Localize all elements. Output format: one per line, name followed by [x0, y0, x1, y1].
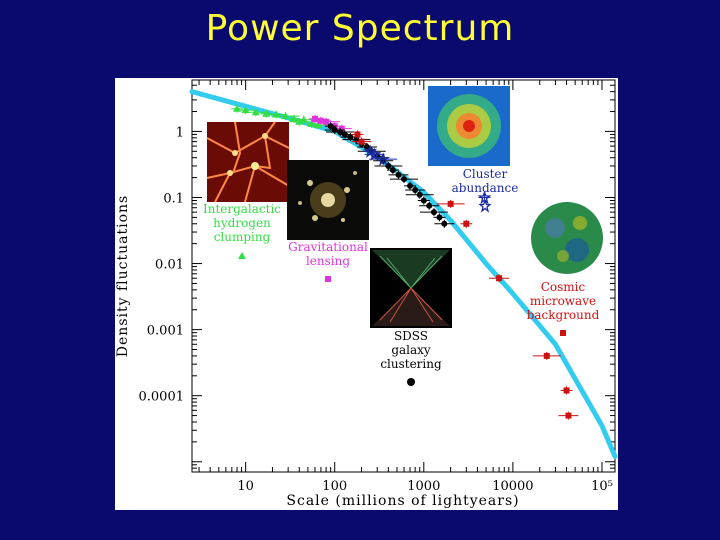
y-axis-title: Density fluctuations	[115, 195, 131, 357]
lensing-point	[338, 125, 345, 132]
lyman-point	[299, 115, 308, 123]
series-cmb	[351, 130, 579, 420]
annotation-layer: Intergalactic hydrogen clumpingGravitation…	[203, 167, 600, 386]
lyman-point	[241, 106, 250, 114]
lensing-point	[311, 115, 318, 122]
dark-matter-web-image	[206, 121, 290, 203]
annotation-marker-lyman	[238, 252, 246, 259]
cmb-point	[543, 352, 550, 359]
x-tick-labels: 10 100 1000 10000 10⁵	[237, 479, 613, 494]
annotation-sdss: SDSS galaxy clustering	[380, 329, 442, 371]
sdss-point	[341, 131, 348, 138]
lyman-point	[295, 117, 304, 125]
lyman-point	[314, 121, 323, 129]
sdss-point	[395, 171, 402, 178]
x-tick-label: 10⁵	[591, 479, 613, 494]
y-tick-labels: 1 0.1 0.01 0.001 0.0001	[139, 125, 185, 404]
x-axis-title: Scale (millions of lightyears)	[286, 493, 519, 509]
cluster-point	[477, 190, 492, 205]
cmb-point	[496, 275, 503, 282]
x-tick-label: 100	[322, 479, 347, 494]
galaxy-cluster-lensing-image	[287, 160, 369, 240]
cluster-point	[367, 147, 382, 162]
y-tick-label: 0.01	[155, 258, 184, 273]
annotation-lyman: Intergalactic hydrogen clumping	[203, 202, 281, 244]
sdss-point	[412, 186, 419, 193]
y-tick-label: 0.0001	[139, 390, 185, 405]
cluster-abundance-image	[428, 86, 510, 166]
annotation-marker-sdss	[407, 378, 415, 386]
cmb-sphere-image	[531, 202, 603, 274]
sdss-point	[327, 123, 334, 130]
sdss-point	[337, 128, 344, 135]
series-cluster	[363, 144, 492, 205]
cmb-point	[354, 131, 361, 138]
y-tick-label: 0.001	[147, 324, 184, 339]
lyman-point	[251, 108, 260, 116]
cmb-point	[565, 412, 572, 419]
annotation-cmb: Cosmic microwave background	[527, 280, 600, 322]
annotation-marker-lensing	[325, 276, 331, 282]
annotation-cluster: Cluster abundance	[452, 167, 519, 195]
annotation-marker-cmb	[560, 330, 566, 336]
series-layer	[231, 104, 579, 420]
y-tick-label: 0.1	[163, 191, 184, 206]
y-tick-label: 1	[176, 125, 184, 140]
lyman-point	[281, 112, 290, 120]
sdss-point	[416, 191, 423, 198]
sdss-galaxy-map-image	[370, 248, 452, 328]
sdss-point	[436, 214, 443, 221]
sdss-point	[430, 209, 437, 216]
cmb-point	[563, 387, 570, 394]
x-tick-label: 10	[237, 479, 254, 494]
cmb-point	[358, 138, 365, 145]
cluster-point	[376, 152, 390, 166]
power-spectrum-chart: 10 100 1000 10000 10⁵ 1 0.1 0.01 0.001 0.0001 In…	[115, 79, 618, 509]
x-tick-label: 10000	[492, 479, 533, 494]
sdss-point	[401, 176, 408, 183]
sdss-point	[407, 182, 414, 189]
slide-title: Power Spectrum	[205, 8, 515, 49]
annotation-marker-cluster	[478, 199, 492, 213]
lensing-point	[317, 117, 324, 124]
axis-ticks	[192, 79, 615, 473]
sdss-point	[347, 134, 354, 141]
cmb-point	[447, 200, 454, 207]
plot-panel: 10 100 1000 10000 10⁵ 1 0.1 0.01 0.001 0.0001 In…	[115, 78, 618, 510]
lensing-point	[323, 118, 330, 125]
annotation-lensing: Gravitational lensing	[288, 240, 368, 268]
x-tick-label: 1000	[407, 479, 440, 494]
cmb-point	[463, 220, 470, 227]
sdss-point	[420, 197, 427, 204]
sdss-point	[426, 202, 433, 209]
sdss-point	[441, 220, 448, 227]
sdss-point	[363, 144, 370, 151]
sdss-point	[389, 167, 396, 174]
